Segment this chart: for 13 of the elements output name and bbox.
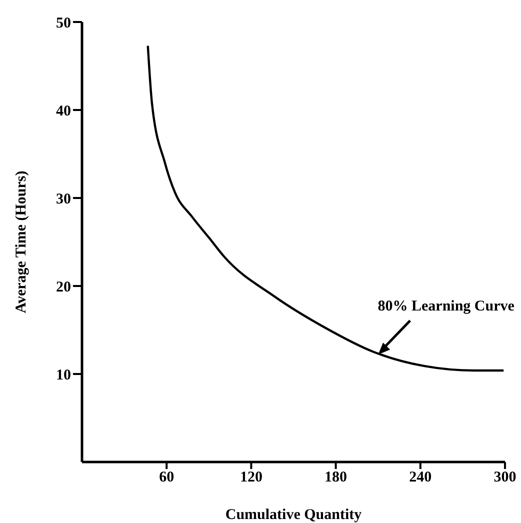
y-axis-title: Average Time (Hours) [13, 170, 30, 314]
x-tick-label: 300 [494, 470, 516, 486]
y-tick-label: 40 [56, 103, 71, 120]
x-tick-label: 240 [409, 470, 432, 486]
y-tick-label: 50 [56, 15, 71, 32]
y-tick-label: 20 [56, 279, 71, 296]
x-axis-title: Cumulative Quantity [225, 507, 362, 523]
annotation: 80% Learning Curve [378, 298, 515, 315]
x-tick-label: 120 [240, 470, 262, 486]
y-tick-label: 30 [56, 191, 71, 208]
x-tick-label: 60 [159, 470, 174, 486]
y-tick-label: 10 [56, 367, 71, 384]
x-tick-label: 180 [324, 470, 348, 486]
